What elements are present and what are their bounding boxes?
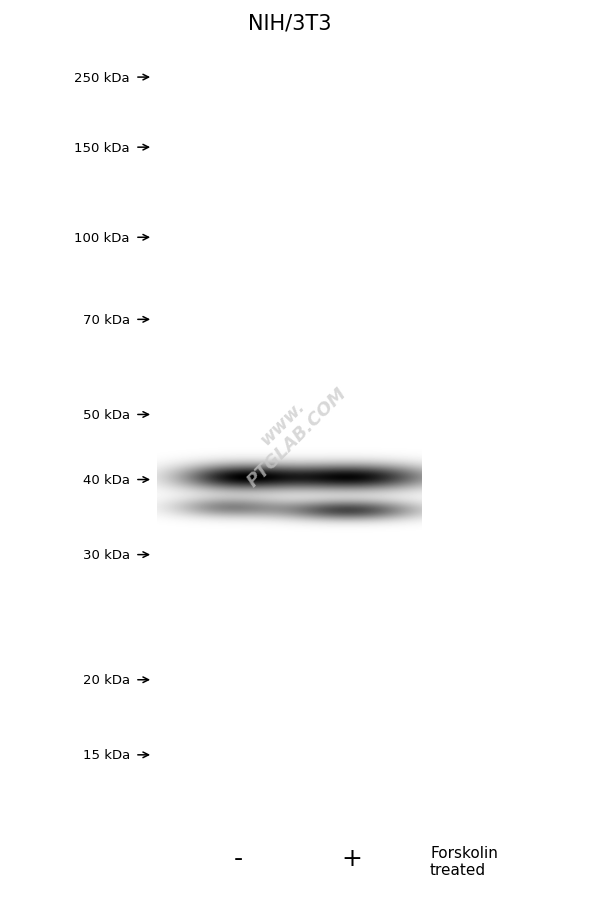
Text: 150 kDa: 150 kDa	[74, 142, 130, 154]
Text: 70 kDa: 70 kDa	[83, 314, 130, 327]
Text: 15 kDa: 15 kDa	[83, 749, 130, 761]
Bar	[157, 45, 422, 815]
Text: 50 kDa: 50 kDa	[83, 409, 130, 421]
Text: +: +	[341, 846, 362, 870]
Text: 250 kDa: 250 kDa	[74, 71, 130, 85]
Text: 40 kDa: 40 kDa	[83, 474, 130, 486]
Text: 20 kDa: 20 kDa	[83, 674, 130, 686]
Text: Forskolin
treated: Forskolin treated	[430, 845, 498, 878]
Text: 100 kDa: 100 kDa	[74, 232, 130, 244]
Text: www.
PTGLAB.COM: www. PTGLAB.COM	[229, 370, 350, 491]
Text: NIH/3T3: NIH/3T3	[248, 13, 331, 33]
Text: 30 kDa: 30 kDa	[83, 548, 130, 561]
Text: -: -	[233, 846, 242, 870]
